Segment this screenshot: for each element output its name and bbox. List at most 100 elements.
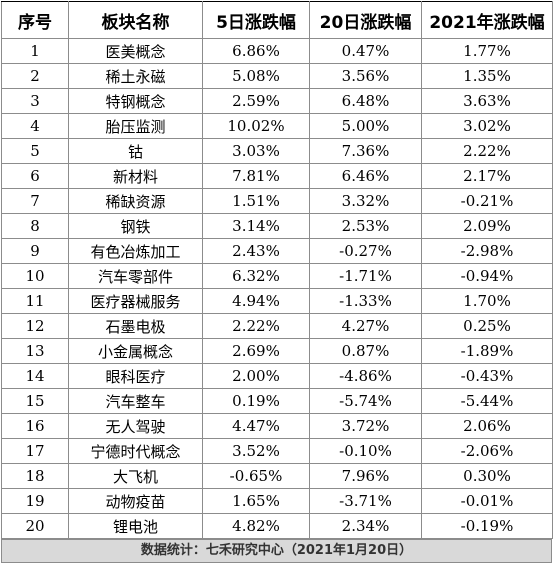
cell-20day-change: 0.47% — [309, 38, 422, 64]
cell-5day-change: 2.22% — [202, 313, 310, 339]
cell-sector-name: 小金属概念 — [68, 338, 203, 364]
cell-index: 1 — [1, 38, 69, 64]
sector-performance-table: 序号 板块名称 5日涨跌幅 20日涨跌幅 2021年涨跌幅 1 医美概念 6.86%… — [1, 1, 553, 539]
cell-2021-change: -0.43% — [421, 363, 553, 389]
cell-sector-name: 宁德时代概念 — [68, 438, 203, 464]
cell-2021-change: 0.25% — [421, 313, 553, 339]
cell-5day-change: 3.14% — [202, 213, 310, 239]
cell-20day-change: -1.71% — [309, 263, 422, 289]
table-header: 序号 板块名称 5日涨跌幅 20日涨跌幅 2021年涨跌幅 — [1, 1, 553, 39]
cell-index: 20 — [1, 513, 69, 539]
table-row: 20 锂电池 4.82% 2.34% -0.19% — [1, 513, 553, 539]
cell-5day-change: 2.00% — [202, 363, 310, 389]
table-row: 5 钴 3.03% 7.36% 2.22% — [1, 138, 553, 164]
cell-5day-change: 4.94% — [202, 288, 310, 314]
cell-index: 14 — [1, 363, 69, 389]
table-row: 7 稀缺资源 1.51% 3.32% -0.21% — [1, 188, 553, 214]
cell-index: 3 — [1, 88, 69, 114]
table-row: 18 大飞机 -0.65% 7.96% 0.30% — [1, 463, 553, 489]
cell-20day-change: 7.96% — [309, 463, 422, 489]
cell-sector-name: 医疗器械服务 — [68, 288, 203, 314]
cell-sector-name: 动物疫苗 — [68, 488, 203, 514]
cell-sector-name: 汽车零部件 — [68, 263, 203, 289]
cell-5day-change: 7.81% — [202, 163, 310, 189]
cell-2021-change: 1.70% — [421, 288, 553, 314]
table-row: 10 汽车零部件 6.32% -1.71% -0.94% — [1, 263, 553, 289]
cell-sector-name: 大飞机 — [68, 463, 203, 489]
cell-5day-change: 6.32% — [202, 263, 310, 289]
table-row: 4 胎压监测 10.02% 5.00% 3.02% — [1, 113, 553, 139]
header-index: 序号 — [1, 1, 69, 39]
cell-2021-change: 2.17% — [421, 163, 553, 189]
cell-20day-change: 3.56% — [309, 63, 422, 89]
header-20day-change: 20日涨跌幅 — [309, 1, 422, 39]
cell-2021-change: -0.21% — [421, 188, 553, 214]
cell-20day-change: -0.27% — [309, 238, 422, 264]
cell-2021-change: -2.98% — [421, 238, 553, 264]
cell-5day-change: 1.65% — [202, 488, 310, 514]
cell-5day-change: 3.03% — [202, 138, 310, 164]
header-sector-name: 板块名称 — [68, 1, 203, 39]
cell-20day-change: 6.46% — [309, 163, 422, 189]
header-row: 序号 板块名称 5日涨跌幅 20日涨跌幅 2021年涨跌幅 — [1, 1, 553, 39]
cell-sector-name: 钢铁 — [68, 213, 203, 239]
cell-index: 16 — [1, 413, 69, 439]
cell-index: 19 — [1, 488, 69, 514]
cell-5day-change: 6.86% — [202, 38, 310, 64]
cell-2021-change: 2.09% — [421, 213, 553, 239]
cell-5day-change: 0.19% — [202, 388, 310, 414]
table-row: 15 汽车整车 0.19% -5.74% -5.44% — [1, 388, 553, 414]
table-row: 8 钢铁 3.14% 2.53% 2.09% — [1, 213, 553, 239]
cell-sector-name: 特钢概念 — [68, 88, 203, 114]
cell-5day-change: 2.59% — [202, 88, 310, 114]
header-2021-change: 2021年涨跌幅 — [421, 1, 553, 39]
table-row: 6 新材料 7.81% 6.46% 2.17% — [1, 163, 553, 189]
header-5day-change: 5日涨跌幅 — [202, 1, 310, 39]
cell-20day-change: 5.00% — [309, 113, 422, 139]
cell-sector-name: 汽车整车 — [68, 388, 203, 414]
cell-5day-change: 4.47% — [202, 413, 310, 439]
cell-5day-change: 5.08% — [202, 63, 310, 89]
table-body: 1 医美概念 6.86% 0.47% 1.77% 2 稀土永磁 5.08% 3.56% 1.35%… — [1, 38, 553, 539]
cell-20day-change: -5.74% — [309, 388, 422, 414]
cell-2021-change: 2.22% — [421, 138, 553, 164]
cell-2021-change: 1.77% — [421, 38, 553, 64]
table-row: 2 稀土永磁 5.08% 3.56% 1.35% — [1, 63, 553, 89]
source-footnote: 数据统计：七禾研究中心（2021年1月20日） — [1, 539, 552, 563]
table-row: 11 医疗器械服务 4.94% -1.33% 1.70% — [1, 288, 553, 314]
cell-index: 9 — [1, 238, 69, 264]
cell-sector-name: 新材料 — [68, 163, 203, 189]
cell-index: 15 — [1, 388, 69, 414]
table-row: 9 有色冶炼加工 2.43% -0.27% -2.98% — [1, 238, 553, 264]
cell-index: 4 — [1, 113, 69, 139]
cell-sector-name: 锂电池 — [68, 513, 203, 539]
cell-sector-name: 有色冶炼加工 — [68, 238, 203, 264]
cell-5day-change: -0.65% — [202, 463, 310, 489]
cell-index: 10 — [1, 263, 69, 289]
cell-2021-change: -0.19% — [421, 513, 553, 539]
cell-sector-name: 石墨电极 — [68, 313, 203, 339]
cell-2021-change: 2.06% — [421, 413, 553, 439]
cell-index: 13 — [1, 338, 69, 364]
cell-2021-change: -0.01% — [421, 488, 553, 514]
table-row: 17 宁德时代概念 3.52% -0.10% -2.06% — [1, 438, 553, 464]
cell-20day-change: 2.53% — [309, 213, 422, 239]
cell-20day-change: 0.87% — [309, 338, 422, 364]
cell-20day-change: -0.10% — [309, 438, 422, 464]
table-row: 14 眼科医疗 2.00% -4.86% -0.43% — [1, 363, 553, 389]
table-row: 13 小金属概念 2.69% 0.87% -1.89% — [1, 338, 553, 364]
cell-sector-name: 无人驾驶 — [68, 413, 203, 439]
cell-20day-change: -3.71% — [309, 488, 422, 514]
cell-5day-change: 10.02% — [202, 113, 310, 139]
cell-index: 18 — [1, 463, 69, 489]
cell-index: 17 — [1, 438, 69, 464]
table-row: 1 医美概念 6.86% 0.47% 1.77% — [1, 38, 553, 64]
cell-2021-change: 1.35% — [421, 63, 553, 89]
cell-index: 7 — [1, 188, 69, 214]
cell-2021-change: -1.89% — [421, 338, 553, 364]
table-row: 12 石墨电极 2.22% 4.27% 0.25% — [1, 313, 553, 339]
cell-20day-change: 3.32% — [309, 188, 422, 214]
cell-2021-change: -2.06% — [421, 438, 553, 464]
cell-index: 11 — [1, 288, 69, 314]
cell-20day-change: 6.48% — [309, 88, 422, 114]
